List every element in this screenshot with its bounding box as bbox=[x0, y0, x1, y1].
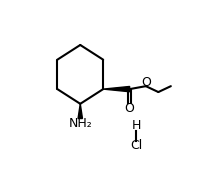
Polygon shape bbox=[78, 104, 82, 118]
Polygon shape bbox=[103, 87, 130, 92]
Text: O: O bbox=[141, 76, 151, 89]
Text: H: H bbox=[131, 119, 141, 132]
Text: O: O bbox=[125, 102, 135, 115]
Text: NH₂: NH₂ bbox=[68, 117, 92, 130]
Text: Cl: Cl bbox=[130, 139, 142, 152]
